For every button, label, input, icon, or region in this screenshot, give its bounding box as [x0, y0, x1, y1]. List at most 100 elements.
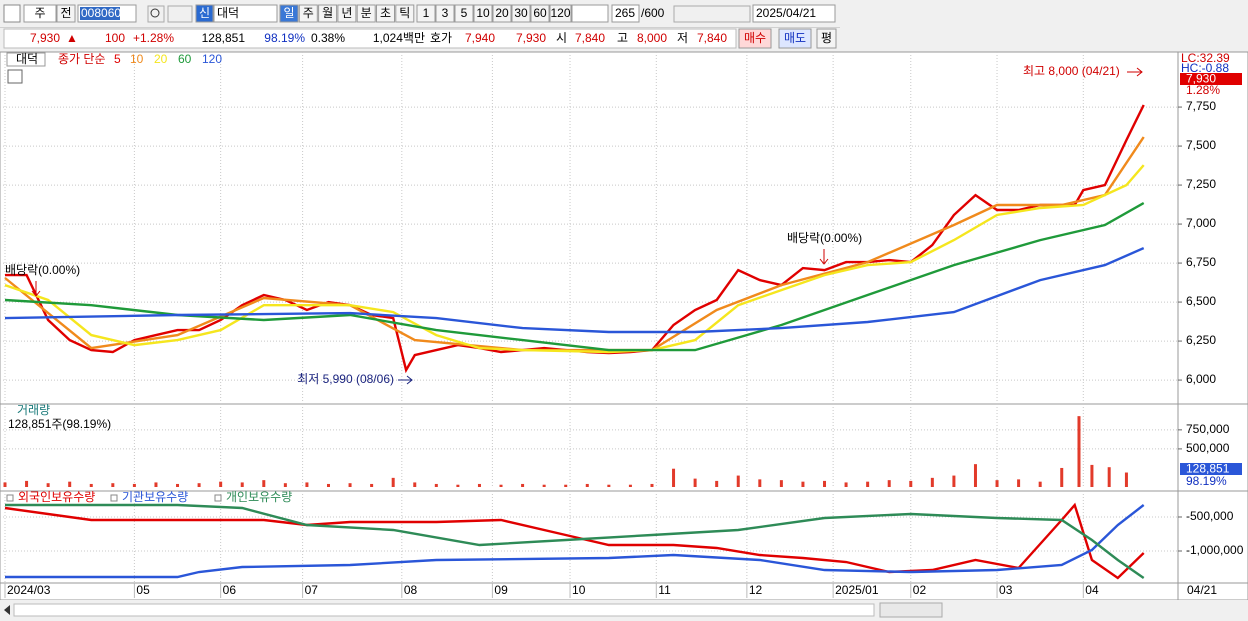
- side-label: LC:32.39: [1181, 51, 1230, 65]
- y-tick-label: 750,000: [1186, 422, 1230, 436]
- volume-bar: [844, 482, 848, 487]
- toolbar-text: 10: [476, 6, 490, 20]
- x-tick-label: 12: [749, 583, 763, 597]
- toolbar-text: 30: [514, 6, 528, 20]
- volume-bar: [628, 484, 632, 487]
- toolbar-box[interactable]: [416, 4, 436, 23]
- y-tick-label: 6,750: [1186, 255, 1216, 269]
- quote-turnover: 0.38%: [311, 31, 345, 45]
- toolbar-box[interactable]: [213, 4, 278, 23]
- selection: [80, 7, 120, 20]
- toolbar-box[interactable]: [549, 4, 572, 23]
- annotation-arrow: [398, 375, 413, 385]
- volume-bar: [305, 482, 309, 487]
- volume-bar: [111, 483, 115, 487]
- toolbar-text: 008060: [81, 6, 121, 20]
- volume-bar: [197, 483, 201, 487]
- toolbar-box[interactable]: [23, 4, 57, 23]
- x-tick-label: 06: [223, 583, 237, 597]
- calc-icon[interactable]: [7, 69, 23, 84]
- x-tick-label: 04: [1085, 583, 1099, 597]
- order-button[interactable]: [816, 28, 837, 49]
- toolbar-text: 신: [199, 6, 210, 20]
- scroll-left[interactable]: [4, 605, 10, 615]
- volume-bar: [758, 479, 762, 487]
- legend-entry: 개인보유수량: [226, 490, 292, 504]
- volume-bar: [370, 483, 374, 487]
- volume-bar: [866, 481, 870, 487]
- toolbar-box[interactable]: [395, 4, 415, 23]
- annotation: 배당락(0.00%): [5, 263, 80, 277]
- toolbar-box[interactable]: [56, 4, 76, 23]
- toolbar-box[interactable]: [318, 4, 338, 23]
- legend-entry: 20: [154, 52, 168, 66]
- volume-bar: [736, 475, 740, 487]
- y-tick-label: 6,250: [1186, 333, 1216, 347]
- price-tag: [1180, 73, 1242, 85]
- toolbar-text: 주: [303, 6, 314, 20]
- volume-bar: [348, 483, 352, 487]
- toolbar-box[interactable]: [279, 4, 299, 23]
- zoom-tools[interactable]: [946, 603, 1242, 617]
- toolbar-box[interactable]: [356, 4, 376, 23]
- y-tick-label: 6,500: [1186, 294, 1216, 308]
- volume-bar: [650, 483, 654, 487]
- toolbar-text: 주: [34, 6, 45, 20]
- toolbar-box[interactable]: [611, 4, 640, 23]
- side-label: 1.28%: [1186, 83, 1220, 97]
- series-line: [4, 164, 1145, 354]
- x-tick-label: 03: [999, 583, 1013, 597]
- toolbar-box[interactable]: [473, 4, 493, 23]
- x-tick-label: 2025/01: [835, 583, 879, 597]
- tool-buttons[interactable]: [673, 5, 751, 23]
- y-tick-label: -500,000: [1186, 509, 1234, 523]
- toolbar-box[interactable]: [195, 4, 214, 23]
- volume-bar: [25, 480, 29, 487]
- quote-open: 7,840: [575, 31, 605, 45]
- annotation: 배당락(0.00%): [787, 231, 862, 245]
- quote-bid: 7,930: [516, 31, 546, 45]
- menu-icon[interactable]: [3, 4, 21, 23]
- volume-bar: [434, 483, 438, 487]
- sound-button[interactable]: [167, 5, 193, 23]
- toolbar-text: 분: [361, 6, 372, 20]
- quote-high_label: 고: [617, 31, 628, 45]
- x-tick-label: 05: [136, 583, 150, 597]
- order-buy: 매수: [744, 31, 766, 45]
- toolbar-box[interactable]: [435, 4, 455, 23]
- volume-bar: [607, 484, 611, 487]
- toolbar-text: 60: [533, 6, 547, 20]
- legend-entry: 기관보유수량: [122, 490, 188, 504]
- scroll-track[interactable]: [13, 603, 875, 617]
- y-tick-label: 500,000: [1186, 441, 1230, 455]
- x-tick-label: 07: [305, 583, 319, 597]
- series-line: [5, 503, 1145, 579]
- toolbar-box[interactable]: [337, 4, 357, 23]
- side-label: HC:-0.88: [1181, 61, 1229, 75]
- search-button[interactable]: [147, 5, 165, 23]
- toolbar-text: 전: [60, 6, 71, 20]
- volume-bar: [930, 477, 934, 487]
- volume-bar: [909, 480, 913, 487]
- toolbar-box[interactable]: [752, 4, 836, 23]
- legend-entry: 외국인보유수량: [18, 490, 95, 504]
- toolbar-box[interactable]: [454, 4, 474, 23]
- toolbar-box[interactable]: [511, 4, 531, 23]
- toolbar-text: 20: [495, 6, 509, 20]
- quote-volume: 128,851: [202, 31, 246, 45]
- order-button[interactable]: [778, 28, 812, 49]
- toolbar-box[interactable]: [530, 4, 550, 23]
- x-tick-label: 11: [658, 583, 671, 597]
- volume-bar: [521, 483, 525, 487]
- playback-buttons[interactable]: [879, 602, 943, 618]
- toolbar-box[interactable]: [376, 4, 395, 23]
- dropdown[interactable]: [571, 4, 609, 23]
- volume-bar: [1017, 479, 1021, 487]
- order-button[interactable]: [738, 28, 772, 49]
- volume-bar: [154, 482, 158, 487]
- toolbar-box[interactable]: [492, 4, 512, 23]
- toolbar-box[interactable]: [298, 4, 318, 23]
- volume-bar: [283, 483, 287, 487]
- volume-bar: [219, 481, 223, 487]
